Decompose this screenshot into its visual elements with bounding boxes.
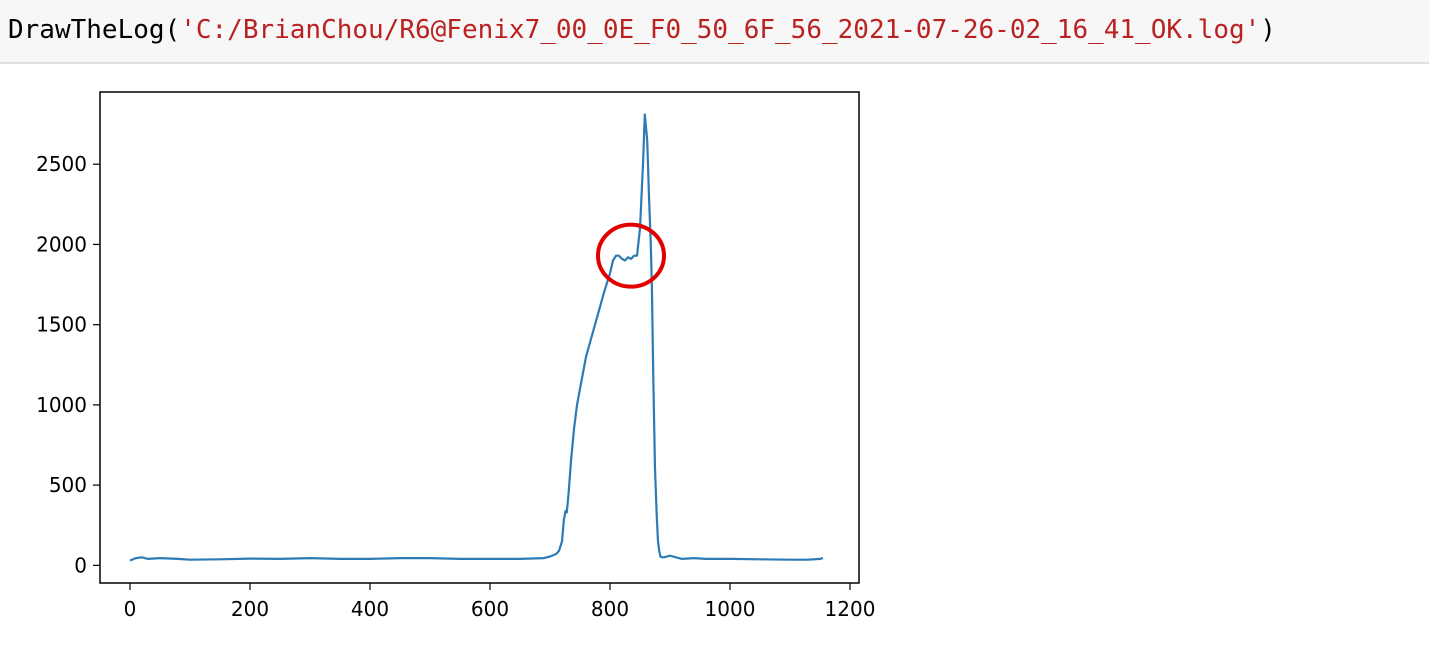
plot-area-frame [99, 91, 860, 584]
y-tick-label: 0 [74, 553, 87, 577]
x-tick-label: 1000 [705, 597, 756, 621]
x-axis-ticks: 0 200 400 600 800 1000 1200 [124, 583, 876, 621]
y-tick-label: 1000 [36, 393, 87, 417]
x-tick-label: 400 [351, 597, 389, 621]
y-tick-label: 500 [49, 473, 87, 497]
close-paren: ) [1260, 15, 1276, 45]
x-tick-label: 800 [591, 597, 629, 621]
code-line[interactable]: DrawTheLog('C:/BrianChou/R6@Fenix7_00_0E… [8, 12, 1276, 48]
code-cell[interactable]: DrawTheLog('C:/BrianChou/R6@Fenix7_00_0E… [0, 0, 1429, 64]
y-tick-label: 1500 [36, 313, 87, 337]
x-tick-label: 0 [124, 597, 137, 621]
y-tick-label: 2500 [36, 152, 87, 176]
y-tick-label: 2000 [36, 232, 87, 256]
y-axis-ticks: 0 500 1000 1500 2000 2500 [36, 152, 100, 577]
highlight-circle [596, 222, 666, 289]
x-tick-label: 200 [231, 597, 269, 621]
open-paren: ( [164, 15, 181, 45]
string-argument: 'C:/BrianChou/R6@Fenix7_00_0E_F0_50_6F_5… [180, 15, 1261, 45]
function-name: DrawTheLog [8, 15, 165, 45]
x-tick-label: 1200 [825, 597, 876, 621]
x-tick-label: 600 [471, 597, 509, 621]
series-line [129, 113, 824, 562]
line-chart: 0 200 400 600 800 1000 1200 0 500 1000 1500 2000 25… [36, 91, 876, 621]
